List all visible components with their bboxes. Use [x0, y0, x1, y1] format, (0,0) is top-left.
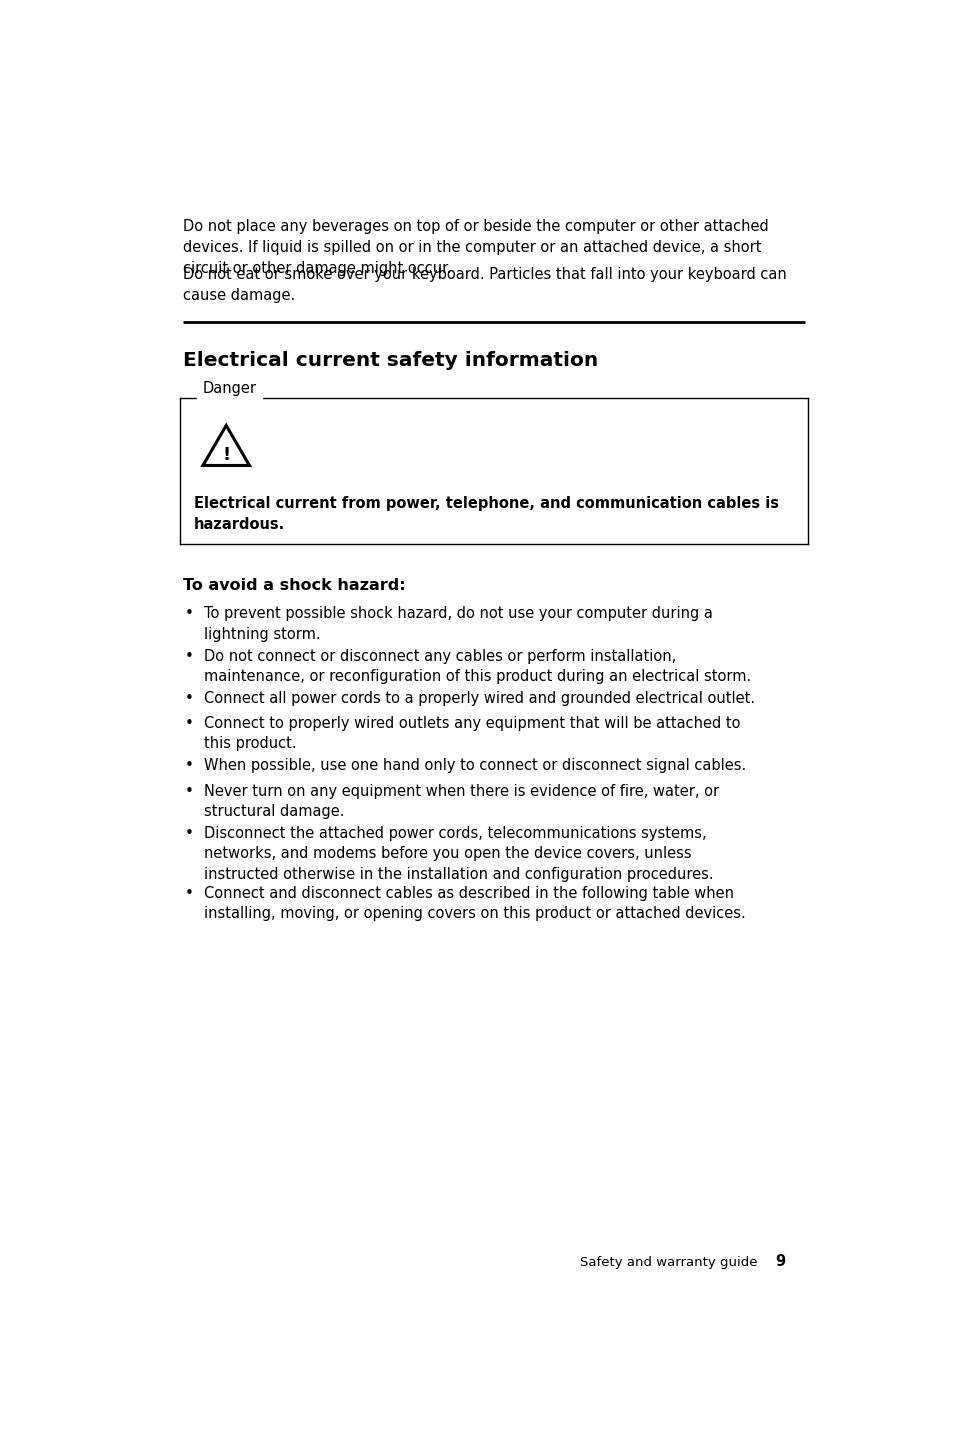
- Text: To prevent possible shock hazard, do not use your computer during a
lightning st: To prevent possible shock hazard, do not…: [204, 607, 713, 642]
- Text: •: •: [184, 691, 193, 706]
- Text: Safety and warranty guide: Safety and warranty guide: [579, 1256, 773, 1269]
- Text: Electrical current safety information: Electrical current safety information: [183, 351, 598, 370]
- Text: Disconnect the attached power cords, telecommunications systems,
networks, and m: Disconnect the attached power cords, tel…: [204, 826, 714, 881]
- Text: To avoid a shock hazard:: To avoid a shock hazard:: [183, 578, 405, 594]
- Text: Connect and disconnect cables as described in the following table when
installin: Connect and disconnect cables as describ…: [204, 886, 745, 921]
- Text: •: •: [184, 826, 193, 841]
- Text: Do not eat or smoke over your keyboard. Particles that fall into your keyboard c: Do not eat or smoke over your keyboard. …: [183, 267, 785, 302]
- Text: Connect all power cords to a properly wired and grounded electrical outlet.: Connect all power cords to a properly wi…: [204, 691, 755, 706]
- Text: 9: 9: [775, 1255, 785, 1269]
- Text: Do not connect or disconnect any cables or perform installation,
maintenance, or: Do not connect or disconnect any cables …: [204, 649, 751, 684]
- Text: Electrical current from power, telephone, and communication cables is
hazardous.: Electrical current from power, telephone…: [193, 497, 778, 531]
- Text: Connect to properly wired outlets any equipment that will be attached to
this pr: Connect to properly wired outlets any eq…: [204, 716, 740, 752]
- Text: •: •: [184, 886, 193, 900]
- Polygon shape: [203, 425, 249, 466]
- Text: •: •: [184, 607, 193, 621]
- Text: •: •: [184, 784, 193, 799]
- Text: !: !: [222, 446, 230, 463]
- Text: Danger: Danger: [203, 380, 256, 396]
- Text: •: •: [184, 649, 193, 664]
- Text: •: •: [184, 716, 193, 730]
- Text: When possible, use one hand only to connect or disconnect signal cables.: When possible, use one hand only to conn…: [204, 758, 746, 774]
- Text: Do not place any beverages on top of or beside the computer or other attached
de: Do not place any beverages on top of or …: [183, 219, 768, 276]
- Text: Never turn on any equipment when there is evidence of fire, water, or
structural: Never turn on any equipment when there i…: [204, 784, 719, 819]
- Text: •: •: [184, 758, 193, 774]
